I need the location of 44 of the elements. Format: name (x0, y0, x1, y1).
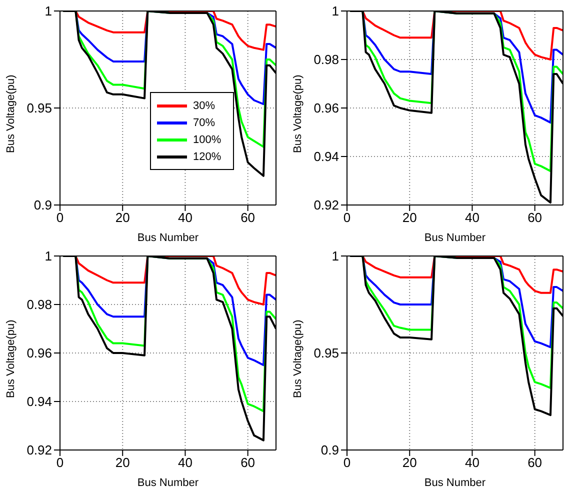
x-tick-label: 0 (56, 455, 64, 470)
x-axis-title: Bus Number (137, 477, 199, 489)
y-tick-label: 0.94 (314, 149, 339, 164)
x-tick-label: 60 (528, 210, 542, 226)
y-tick-label: 0.98 (26, 297, 52, 312)
x-tick-label: 0 (56, 210, 64, 226)
x-tick-label: 0 (343, 455, 351, 470)
y-tick-label: 1 (332, 4, 339, 19)
y-axis-title: Bus Voltage(pu) (4, 320, 17, 398)
x-tick-label: 60 (528, 455, 542, 470)
y-tick-label: 0.9 (320, 442, 339, 458)
x-tick-label: 40 (178, 455, 192, 470)
legend-label: 100% (193, 134, 222, 146)
y-axis-title: Bus Voltage(pu) (292, 320, 304, 398)
x-axis-title: Bus Number (424, 232, 486, 244)
y-tick-label: 0.98 (314, 52, 339, 68)
y-tick-label: 0.95 (314, 346, 339, 361)
y-tick-label: 1 (44, 4, 52, 19)
x-tick-label: 20 (115, 455, 130, 470)
y-tick-label: 0.96 (314, 100, 339, 116)
x-tick-label: 40 (178, 210, 192, 226)
x-tick-label: 20 (402, 210, 417, 226)
x-tick-label: 20 (115, 210, 130, 226)
y-tick-label: 1 (332, 248, 339, 264)
x-tick-label: 40 (464, 210, 480, 226)
y-tick-label: 0.92 (314, 198, 339, 213)
x-axis-title: Bus Number (424, 477, 486, 489)
y-tick-label: 0.94 (26, 394, 52, 410)
y-tick-label: 1 (44, 248, 52, 264)
x-tick-label: 20 (402, 455, 417, 470)
x-tick-label: 60 (240, 455, 256, 470)
y-tick-label: 0.95 (26, 100, 52, 116)
y-tick-label: 0.96 (26, 346, 52, 361)
y-axis-title: Bus Voltage(pu) (292, 74, 304, 153)
x-tick-label: 60 (240, 210, 256, 226)
legend-label: 120% (193, 150, 222, 162)
x-axis-title: Bus Number (137, 232, 199, 244)
x-tick-label: 40 (464, 455, 480, 470)
legend-label: 30% (193, 100, 216, 112)
x-tick-label: 0 (343, 210, 351, 226)
y-axis-title: Bus Voltage(pu) (4, 74, 17, 153)
y-tick-label: 0.92 (26, 442, 52, 458)
legend-label: 70% (193, 116, 216, 128)
y-tick-label: 0.9 (34, 198, 52, 213)
